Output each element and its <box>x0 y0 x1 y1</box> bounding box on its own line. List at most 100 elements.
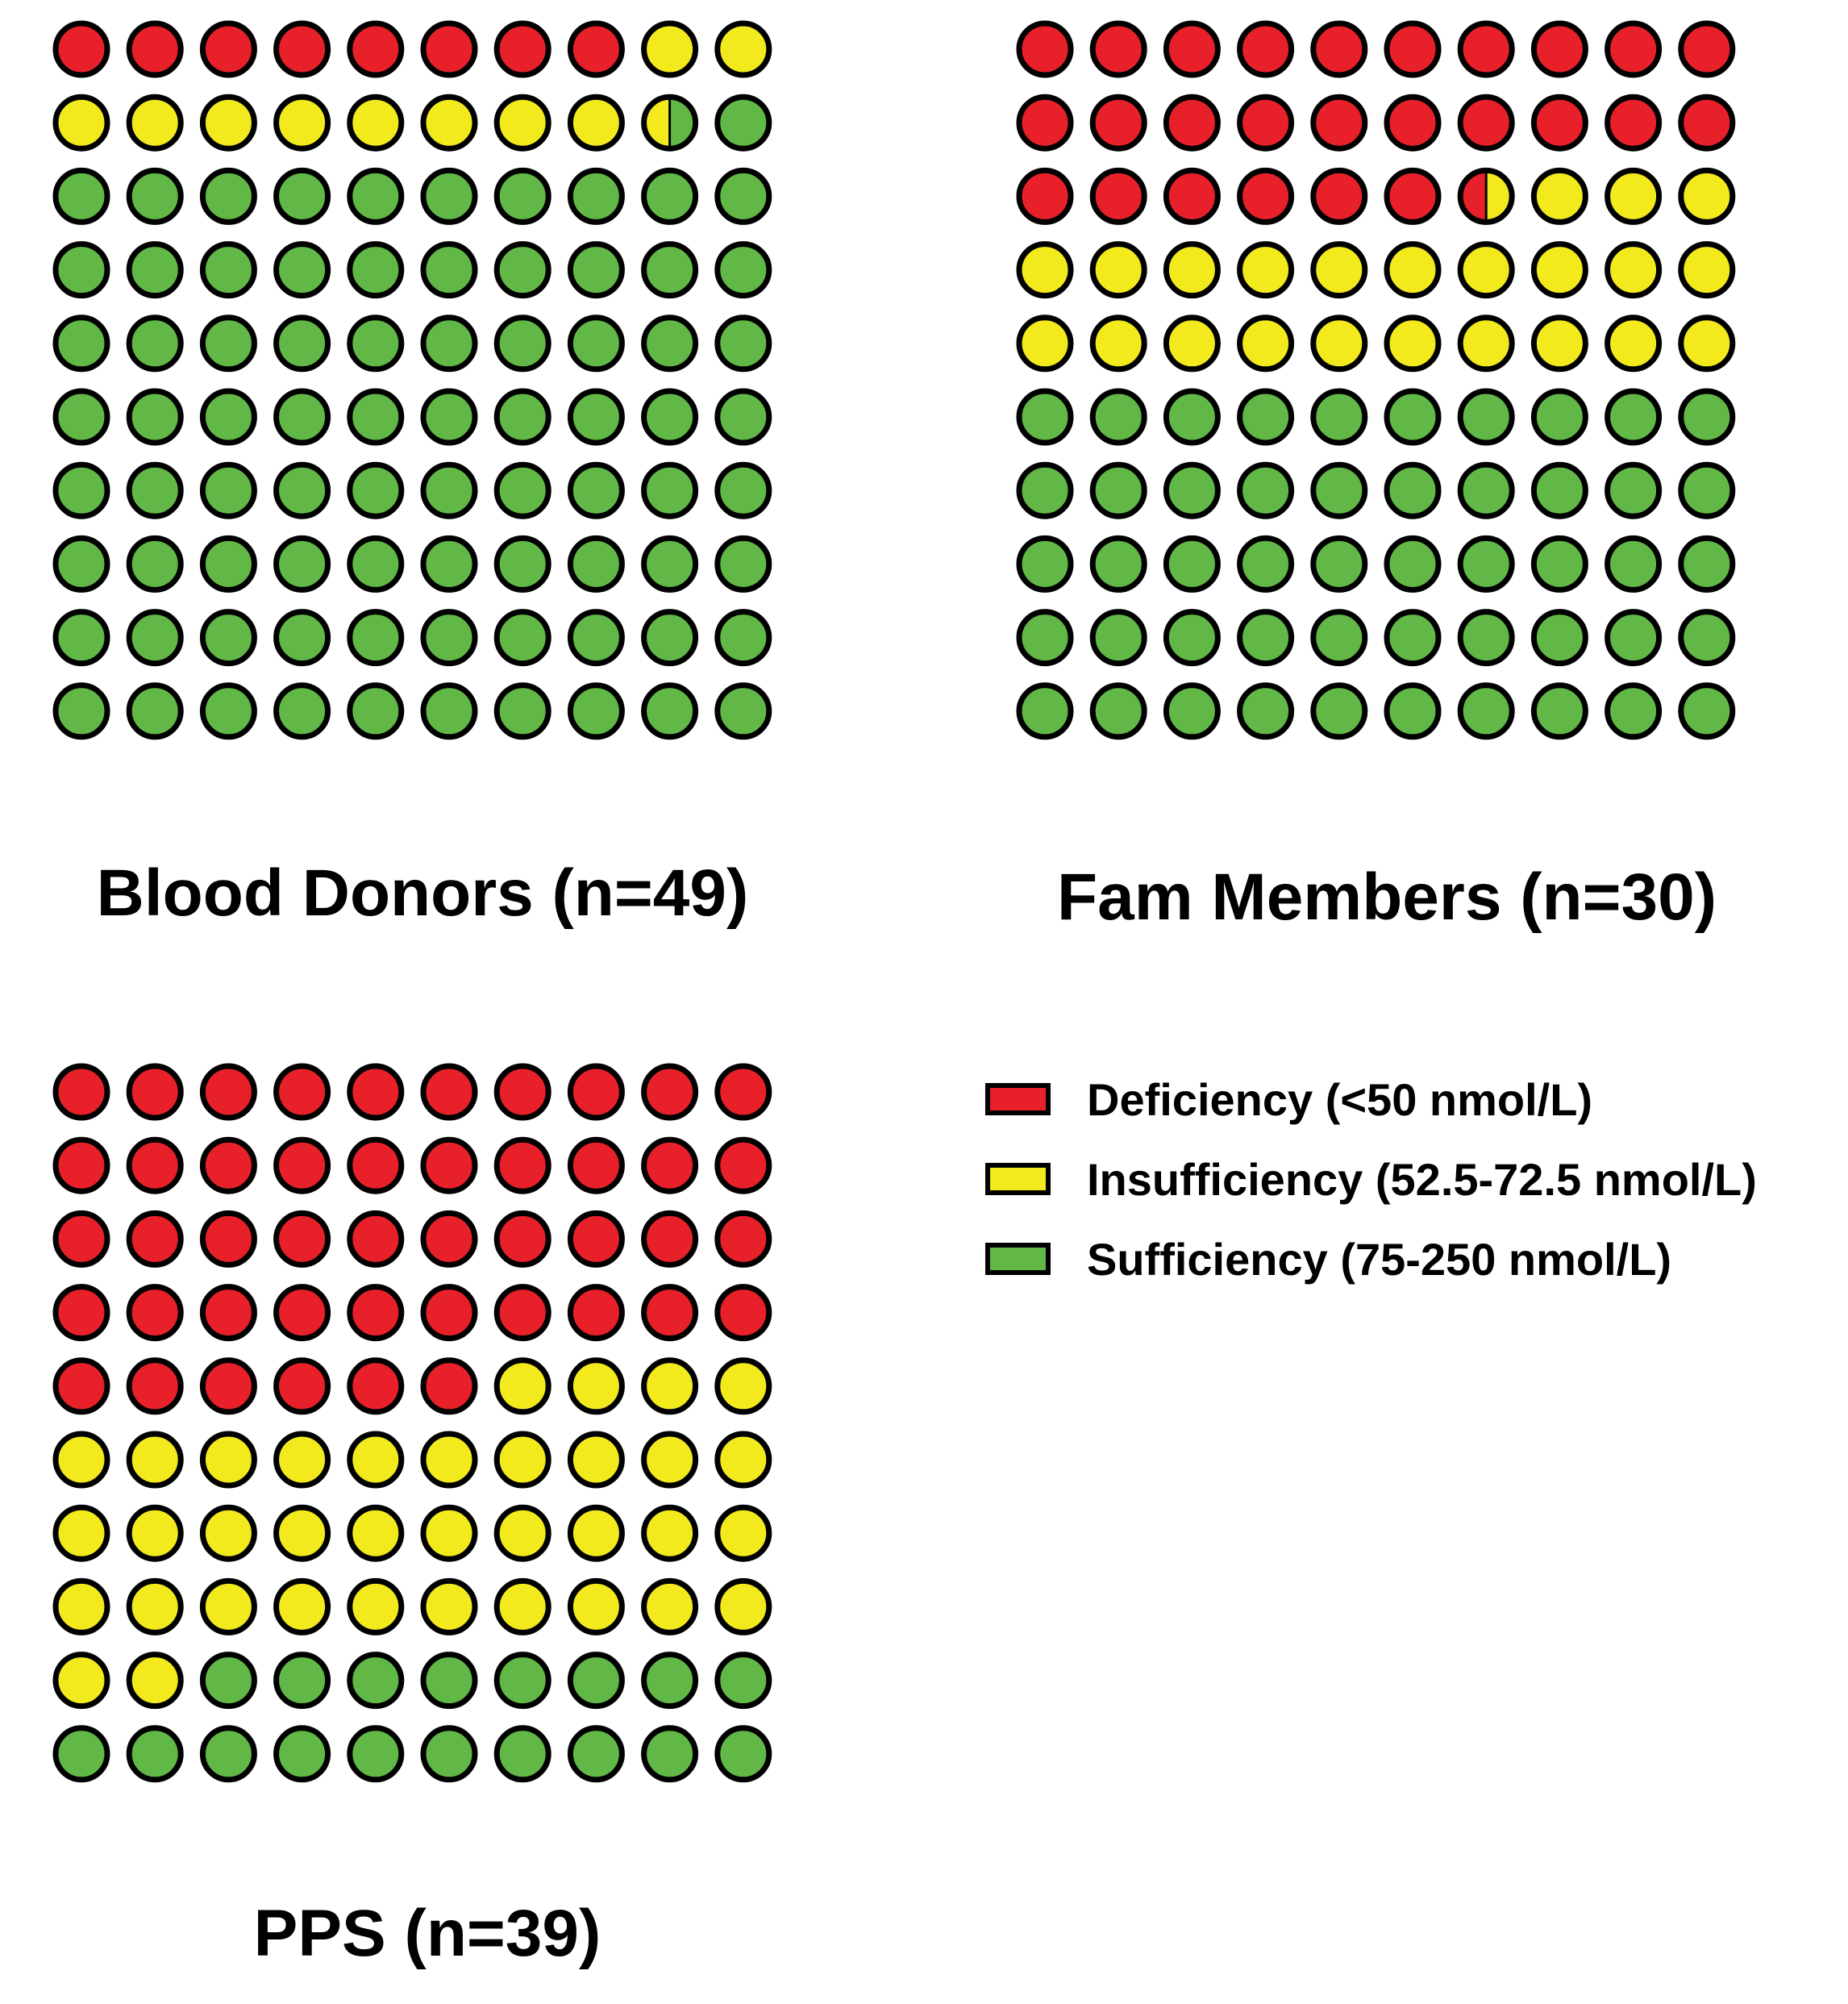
waffle-cell-blood-donors-80 <box>52 609 110 667</box>
waffle-cell-blood-donors-5 <box>420 20 478 78</box>
waffle-cell-fam-members-87 <box>1530 609 1588 667</box>
waffle-cell-blood-donors-32 <box>199 241 257 299</box>
waffle-cell-outline <box>1457 167 1515 225</box>
waffle-cell-pps-87 <box>567 1652 625 1710</box>
legend-swatch-deficiency <box>985 1083 1051 1115</box>
waffle-cell-blood-donors-96 <box>493 682 551 740</box>
waffle-cell-fam-members-75 <box>1384 535 1442 593</box>
waffle-cell-blood-donors-49 <box>714 315 772 373</box>
waffle-cell-pps-36 <box>493 1284 551 1342</box>
legend-label-deficiency: Deficiency (<50 nmol/L) <box>1087 1074 1592 1125</box>
waffle-cell-fam-members-81 <box>1089 609 1147 667</box>
waffle-cell-pps-48 <box>641 1357 699 1415</box>
waffle-cell-fam-members-54 <box>1310 388 1368 446</box>
waffle-cell-pps-27 <box>567 1210 625 1268</box>
waffle-cell-fam-members-11 <box>1089 94 1147 152</box>
waffle-cell-fam-members-99 <box>1678 682 1736 740</box>
waffle-cell-fam-members-70 <box>1016 535 1074 593</box>
waffle-cell-fam-members-45 <box>1384 315 1442 373</box>
waffle-cell-blood-donors-53 <box>273 388 331 446</box>
waffle-cell-pps-56 <box>493 1431 551 1489</box>
waffle-cell-pps-53 <box>273 1431 331 1489</box>
waffle-cell-pps-1 <box>126 1063 184 1121</box>
waffle-cell-pps-19 <box>714 1136 772 1194</box>
waffle-cell-pps-52 <box>199 1431 257 1489</box>
waffle-cell-blood-donors-43 <box>273 315 331 373</box>
waffle-cell-fam-members-32 <box>1163 241 1221 299</box>
waffle-cell-pps-96 <box>493 1725 551 1783</box>
waffle-cell-blood-donors-20 <box>52 167 110 225</box>
waffle-cell-pps-17 <box>567 1136 625 1194</box>
waffle-cell-blood-donors-70 <box>52 535 110 593</box>
waffle-cell-pps-34 <box>347 1284 405 1342</box>
waffle-cell-fam-members-34 <box>1310 241 1368 299</box>
waffle-cell-pps-76 <box>493 1577 551 1635</box>
waffle-cell-blood-donors-15 <box>420 94 478 152</box>
waffle-cell-fam-members-61 <box>1089 461 1147 519</box>
waffle-cell-blood-donors-2 <box>199 20 257 78</box>
waffle-cell-pps-74 <box>347 1577 405 1635</box>
waffle-cell-blood-donors-22 <box>199 167 257 225</box>
waffle-cell-pps-80 <box>52 1652 110 1710</box>
waffle-cell-pps-31 <box>126 1284 184 1342</box>
waffle-cell-pps-86 <box>493 1652 551 1710</box>
waffle-cell-fam-members-27 <box>1530 167 1588 225</box>
waffle-cell-pps-72 <box>199 1577 257 1635</box>
waffle-cell-pps-39 <box>714 1284 772 1342</box>
waffle-cell-blood-donors-38 <box>641 241 699 299</box>
waffle-cell-pps-65 <box>420 1504 478 1562</box>
waffle-cell-blood-donors-74 <box>347 535 405 593</box>
waffle-cell-fam-members-65 <box>1384 461 1442 519</box>
waffle-cell-fam-members-26 <box>1457 167 1515 225</box>
waffle-cell-pps-51 <box>126 1431 184 1489</box>
waffle-cell-fam-members-94 <box>1310 682 1368 740</box>
waffle-cell-pps-57 <box>567 1431 625 1489</box>
waffle-cell-fam-members-60 <box>1016 461 1074 519</box>
waffle-cell-fam-members-22 <box>1163 167 1221 225</box>
waffle-cell-pps-20 <box>52 1210 110 1268</box>
waffle-cell-pps-92 <box>199 1725 257 1783</box>
waffle-cell-blood-donors-36 <box>493 241 551 299</box>
waffle-cell-pps-11 <box>126 1136 184 1194</box>
waffle-cell-blood-donors-21 <box>126 167 184 225</box>
waffle-cell-fam-members-55 <box>1384 388 1442 446</box>
waffle-cell-fam-members-30 <box>1016 241 1074 299</box>
waffle-cell-pps-50 <box>52 1431 110 1489</box>
waffle-cell-fam-members-9 <box>1678 20 1736 78</box>
waffle-cell-pps-67 <box>567 1504 625 1562</box>
waffle-cell-fam-members-25 <box>1384 167 1442 225</box>
waffle-cell-blood-donors-84 <box>347 609 405 667</box>
waffle-cell-pps-62 <box>199 1504 257 1562</box>
waffle-cell-blood-donors-76 <box>493 535 551 593</box>
waffle-cell-blood-donors-72 <box>199 535 257 593</box>
waffle-cell-fam-members-3 <box>1237 20 1295 78</box>
waffle-cell-pps-45 <box>420 1357 478 1415</box>
waffle-cell-fam-members-56 <box>1457 388 1515 446</box>
panel-title-fam-members: Fam Members (n=30) <box>1057 860 1717 934</box>
waffle-cell-blood-donors-37 <box>567 241 625 299</box>
waffle-cell-blood-donors-13 <box>273 94 331 152</box>
waffle-cell-blood-donors-30 <box>52 241 110 299</box>
waffle-cell-pps-40 <box>52 1357 110 1415</box>
waffle-cell-blood-donors-78 <box>641 535 699 593</box>
waffle-cell-blood-donors-51 <box>126 388 184 446</box>
waffle-cell-blood-donors-14 <box>347 94 405 152</box>
waffle-cell-blood-donors-8 <box>641 20 699 78</box>
waffle-cell-blood-donors-94 <box>347 682 405 740</box>
waffle-cell-pps-59 <box>714 1431 772 1489</box>
waffle-cell-outline <box>641 94 699 152</box>
waffle-cell-pps-37 <box>567 1284 625 1342</box>
waffle-cell-fam-members-15 <box>1384 94 1442 152</box>
waffle-cell-blood-donors-60 <box>52 461 110 519</box>
waffle-cell-fam-members-48 <box>1605 315 1663 373</box>
waffle-cell-fam-members-89 <box>1678 609 1736 667</box>
waffle-cell-pps-10 <box>52 1136 110 1194</box>
waffle-cell-pps-70 <box>52 1577 110 1635</box>
waffle-cell-blood-donors-86 <box>493 609 551 667</box>
waffle-cell-pps-90 <box>52 1725 110 1783</box>
waffle-cell-fam-members-43 <box>1237 315 1295 373</box>
waffle-cell-fam-members-35 <box>1384 241 1442 299</box>
waffle-cell-fam-members-49 <box>1678 315 1736 373</box>
waffle-cell-fam-members-71 <box>1089 535 1147 593</box>
waffle-cell-fam-members-1 <box>1089 20 1147 78</box>
